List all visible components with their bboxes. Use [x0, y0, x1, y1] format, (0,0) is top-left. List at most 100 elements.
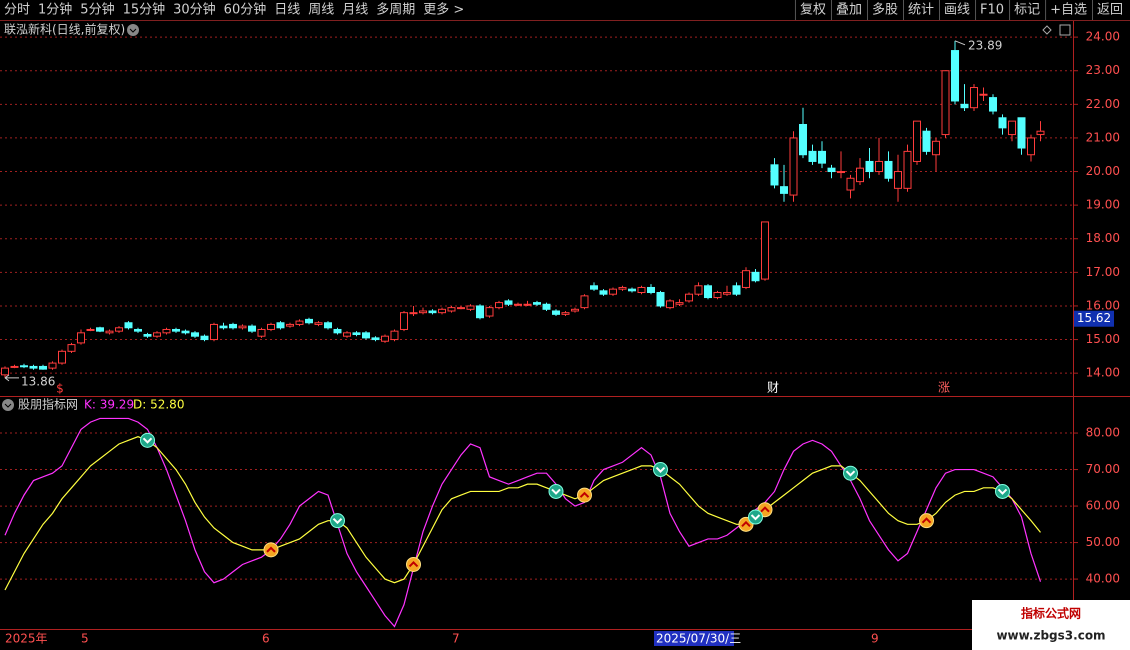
- toolbar-item[interactable]: 1分钟: [38, 2, 72, 18]
- toolbar-button[interactable]: 复权: [800, 2, 826, 18]
- title-dropdown[interactable]: [127, 24, 139, 36]
- candle-body: [219, 325, 228, 329]
- candle-body: [77, 332, 85, 344]
- candle-body: [865, 160, 874, 173]
- toolbar-item[interactable]: 5分钟: [80, 2, 114, 18]
- candle-body: [561, 312, 570, 315]
- candle-body: [267, 323, 275, 330]
- y-tick-label: 18.00: [1086, 231, 1120, 245]
- candle-body: [162, 328, 171, 334]
- toolbar-item[interactable]: 分时: [4, 3, 30, 18]
- buy-signal: [919, 513, 934, 529]
- candle-body: [618, 286, 627, 290]
- k-value: K: 39.29: [84, 398, 134, 412]
- event-marker: 财: [767, 381, 779, 395]
- date-label: 2025年: [5, 632, 48, 646]
- buy-signal: [263, 542, 279, 558]
- candle-body: [827, 167, 836, 173]
- toolbar-item[interactable]: 多周期: [376, 2, 415, 18]
- candle-body: [495, 302, 503, 309]
- candle-body: [903, 150, 912, 189]
- toolbar-button[interactable]: 标记: [1014, 3, 1040, 18]
- candle-body: [105, 330, 114, 334]
- y-tick-label: 20.00: [1086, 164, 1120, 178]
- toolbar-bg: [0, 0, 1130, 20]
- candle-body: [48, 362, 57, 369]
- min-pointer: [4, 374, 19, 382]
- candle-body: [352, 332, 361, 336]
- toolbar-button[interactable]: 画线: [944, 3, 970, 18]
- signal-arrow: [997, 488, 1008, 495]
- candle-body: [438, 308, 446, 314]
- candle-body: [884, 160, 893, 179]
- candle-body: [381, 335, 389, 342]
- candle-body: [599, 290, 608, 295]
- toolbar-item[interactable]: 更多 >: [423, 2, 464, 18]
- candle-body: [39, 365, 47, 370]
- candle-body: [542, 303, 551, 310]
- candle-body: [514, 303, 522, 306]
- candle-body: [172, 328, 180, 332]
- candle-body: [1027, 137, 1035, 156]
- toolbar-item[interactable]: 30分钟: [173, 2, 216, 18]
- candle-body: [647, 286, 655, 294]
- candle-body: [58, 350, 66, 364]
- candle-body: [580, 295, 589, 309]
- toolbar-item[interactable]: 月线: [342, 3, 368, 18]
- candle-body: [181, 330, 190, 334]
- toolbar-item[interactable]: 周线: [308, 3, 334, 18]
- toolbar-item[interactable]: 60分钟: [224, 2, 267, 18]
- signal-arrow: [408, 561, 419, 568]
- toolbar-button[interactable]: F10: [980, 3, 1004, 18]
- candle-body: [675, 302, 684, 305]
- candle-body: [894, 171, 902, 189]
- diamond-icon[interactable]: [1042, 25, 1052, 35]
- candle-body: [86, 328, 95, 331]
- candle-body: [856, 167, 864, 183]
- candle-body: [305, 318, 313, 324]
- toolbar-button[interactable]: 多股: [872, 2, 898, 18]
- signal-arrow: [655, 466, 666, 473]
- date-label: 6: [262, 632, 270, 646]
- candle-body: [979, 93, 988, 96]
- candle-body: [818, 150, 826, 164]
- date-highlight: [654, 631, 734, 646]
- toolbar-button[interactable]: 返回: [1097, 3, 1123, 18]
- candle-body: [295, 320, 304, 325]
- candle-body: [808, 150, 817, 162]
- sell-signal: [548, 483, 564, 499]
- candle-body: [989, 97, 997, 112]
- candle-body: [457, 307, 465, 310]
- candle-body: [248, 325, 256, 332]
- candle-body: [789, 137, 798, 196]
- panel-icon[interactable]: [1059, 24, 1071, 36]
- candle-body: [770, 164, 779, 186]
- candle-body: [447, 307, 456, 312]
- toolbar-button[interactable]: 叠加: [836, 3, 862, 18]
- date-label: 2025/07/30/三: [656, 632, 741, 646]
- candle-body: [799, 123, 807, 156]
- candle-body: [333, 328, 342, 334]
- candle-body: [371, 337, 380, 341]
- indicator-dropdown[interactable]: [2, 399, 14, 411]
- candle-body: [238, 325, 247, 329]
- candle-body: [276, 322, 285, 329]
- y-tick-label: 19.00: [1086, 198, 1120, 212]
- candle-body: [723, 292, 731, 295]
- y-tick-label: 14.00: [1086, 366, 1120, 380]
- indicator-title: 股朋指标网: [18, 397, 78, 412]
- toolbar-button[interactable]: +自选: [1050, 3, 1087, 18]
- toolbar-item[interactable]: 15分钟: [123, 2, 166, 18]
- signal-arrow: [741, 520, 751, 528]
- toolbar-button[interactable]: 统计: [908, 3, 934, 18]
- indicator-line: [4, 436, 1041, 591]
- candle-body: [1, 367, 9, 376]
- watermark-title: 指标公式网: [1021, 606, 1081, 621]
- date-label: 7: [452, 632, 460, 646]
- toolbar-item[interactable]: 日线: [274, 3, 300, 18]
- y-tick-label: 50.00: [1086, 535, 1120, 549]
- candle-body: [875, 160, 883, 173]
- candle-body: [29, 365, 38, 369]
